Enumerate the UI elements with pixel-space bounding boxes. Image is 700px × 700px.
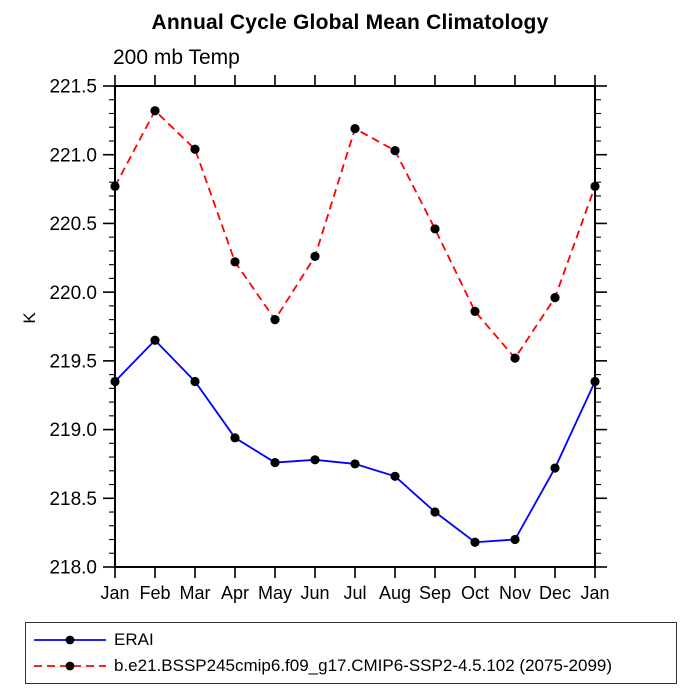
x-tick-label: Jan: [100, 583, 129, 603]
data-point-marker: [390, 145, 400, 156]
legend-marker-dot: [65, 661, 75, 671]
legend: ERAI b.e21.BSSP245cmip6.f09_g17.CMIP6-SS…: [25, 622, 677, 684]
data-point-marker: [110, 181, 120, 191]
data-point-marker: [550, 293, 560, 303]
data-point-marker: [470, 537, 480, 547]
y-tick-label: 220.0: [49, 283, 97, 304]
legend-label-erai: ERAI: [114, 629, 154, 649]
x-tick-label: Aug: [379, 583, 411, 603]
page-title: Annual Cycle Global Mean Climatology: [151, 11, 549, 34]
x-tick-label: May: [258, 583, 292, 603]
data-point-marker: [350, 124, 360, 134]
data-point-marker: [550, 463, 560, 473]
data-point-marker: [590, 376, 600, 387]
legend-line-erai-icon: [34, 635, 106, 645]
legend-item-erai: ERAI: [32, 630, 676, 650]
data-point-marker: [310, 455, 320, 465]
data-point-marker: [350, 459, 360, 469]
data-point-marker: [390, 471, 400, 481]
legend-label-model: b.e21.BSSP245cmip6.f09_g17.CMIP6-SSP2-4.…: [114, 656, 613, 676]
y-tick-label: 219.5: [49, 352, 97, 373]
data-point-marker: [230, 257, 240, 267]
data-point-marker: [270, 457, 280, 468]
x-tick-label: Jun: [300, 583, 329, 603]
data-point-marker: [190, 144, 200, 154]
data-point-marker: [430, 224, 440, 234]
data-point-marker: [270, 315, 280, 325]
data-point-marker: [310, 251, 320, 262]
x-tick-label: Jan: [580, 583, 609, 603]
x-tick-label: Dec: [539, 583, 571, 603]
legend-marker-dot: [65, 635, 75, 645]
data-point-marker: [190, 376, 200, 387]
data-point-marker: [590, 181, 600, 191]
legend-item-model: b.e21.BSSP245cmip6.f09_g17.CMIP6-SSP2-4.…: [32, 656, 676, 676]
legend-line-model-icon: [34, 661, 106, 671]
x-tick-label: Sep: [419, 583, 451, 603]
data-point-marker: [510, 534, 520, 545]
series-line-erai: [114, 338, 596, 544]
x-tick-label: Oct: [461, 583, 489, 603]
climate-line-chart: 218.0 218.5 219.0 219.5 220.0 220.5 221.0 221.5…: [49, 75, 610, 603]
data-point-marker: [470, 306, 480, 316]
data-point-marker: [110, 376, 120, 387]
data-point-marker: [510, 353, 520, 363]
data-point-marker: [150, 106, 160, 116]
data-point-marker: [430, 507, 440, 517]
y-tick-label: 218.0: [49, 558, 97, 579]
x-tick-label: Jul: [343, 583, 366, 603]
y-tick-label: 218.5: [49, 489, 97, 510]
series-line-model: [114, 109, 596, 360]
data-point-marker: [230, 433, 240, 443]
y-tick-label: 220.5: [49, 214, 97, 235]
x-tick-label: Feb: [139, 583, 170, 603]
y-tick-label: 219.0: [49, 420, 97, 441]
y-tick-label: 221.0: [49, 145, 97, 166]
x-tick-label: Apr: [221, 583, 249, 603]
x-tick-label: Nov: [499, 583, 531, 603]
data-point-marker: [150, 335, 160, 345]
chart-subtitle: 200 mb Temp: [113, 46, 240, 69]
x-tick-label: Mar: [180, 583, 211, 603]
y-tick-label: 221.5: [49, 77, 97, 98]
plot-frame: [114, 85, 596, 568]
